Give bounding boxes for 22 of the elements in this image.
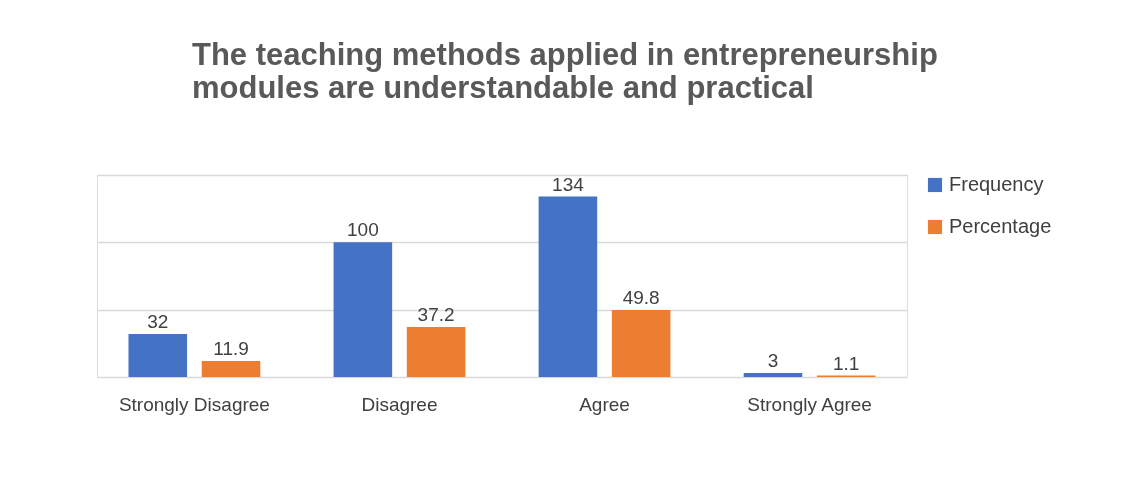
x-tick-label: Strongly Disagree <box>118 393 270 415</box>
legend-label: Frequency <box>949 173 1044 195</box>
bar <box>333 242 393 377</box>
data-label: 32 <box>147 310 169 332</box>
chart-title: The teaching methods applied in entrepreneurship modules are understandable and practical <box>192 37 938 105</box>
bar <box>201 360 261 377</box>
data-label: 11.9 <box>213 337 249 359</box>
x-tick-label: Disagree <box>361 393 438 415</box>
legend-label: Percentage <box>949 215 1052 237</box>
bar <box>743 372 803 377</box>
data-label: 100 <box>347 219 379 241</box>
x-tick-label: Strongly Agree <box>747 393 872 415</box>
bar <box>128 333 188 377</box>
x-tick-label: Agree <box>579 393 630 415</box>
data-label: 3 <box>767 349 779 371</box>
bar <box>611 309 671 377</box>
bar <box>406 326 466 377</box>
data-label: 37.2 <box>417 303 455 325</box>
data-label: 49.8 <box>622 286 660 308</box>
data-label: 134 <box>552 173 585 195</box>
bar <box>538 196 598 377</box>
data-label: 1.1 <box>833 352 860 374</box>
